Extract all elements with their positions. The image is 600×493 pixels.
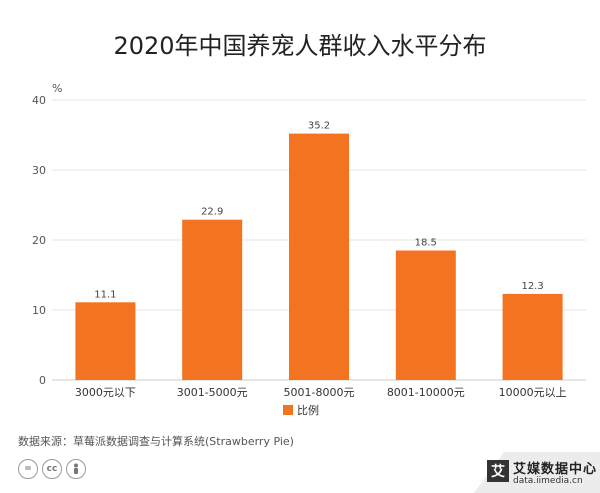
- x-tick-label: 3001-5000元: [177, 386, 248, 399]
- iimedia-logo: 艾 艾媒数据中心 data.iimedia.cn: [434, 452, 600, 493]
- data-label: 35.2: [308, 121, 330, 132]
- y-tick-label: 30: [32, 164, 46, 177]
- data-label: 11.1: [94, 289, 116, 300]
- x-axis-ticks: 3000元以下 3001-5000元 5001-8000元 8001-10000元 10…: [75, 386, 567, 399]
- x-tick-label: 8001-10000元: [387, 386, 465, 399]
- bar: [395, 250, 456, 380]
- x-tick-label: 10000元以上: [499, 386, 567, 399]
- y-unit-label: %: [52, 82, 62, 95]
- y-tick-label: 40: [32, 94, 46, 107]
- license-icons: = cc: [18, 459, 86, 479]
- data-labels: 11.1 22.9 35.2 18.5 12.3: [94, 121, 543, 301]
- chart-title: 2020年中国养宠人群收入水平分布: [113, 32, 487, 60]
- y-tick-label: 20: [32, 234, 46, 247]
- bar-chart: 0 10 20 30 40 % 11.1 22.9 35.2 18.5 12.3 3000元以下…: [32, 82, 586, 417]
- x-tick-label: 3000元以下: [75, 386, 136, 399]
- y-tick-label: 0: [39, 374, 46, 387]
- legend: 比例: [283, 403, 319, 417]
- logo-mark: 艾: [487, 460, 509, 482]
- person-icon: [66, 459, 86, 479]
- legend-swatch: [283, 405, 293, 415]
- data-label: 18.5: [415, 238, 437, 249]
- equals-icon: =: [18, 459, 38, 479]
- y-axis-ticks: 0 10 20 30 40: [32, 94, 46, 387]
- bars: [75, 133, 563, 380]
- cc-icon: cc: [42, 459, 62, 479]
- data-label: 22.9: [201, 207, 223, 218]
- bar: [289, 133, 349, 380]
- bar: [182, 219, 243, 380]
- x-tick-label: 5001-8000元: [284, 386, 355, 399]
- y-tick-label: 10: [32, 304, 46, 317]
- source-note: 数据来源：草莓派数据调查与计算系统(Strawberry Pie): [18, 435, 294, 448]
- logo-name: 艾媒数据中心: [513, 462, 598, 477]
- bar: [502, 293, 563, 380]
- data-label: 12.3: [521, 281, 543, 292]
- logo-url: data.iimedia.cn: [513, 476, 583, 486]
- legend-label: 比例: [297, 403, 319, 417]
- bar: [75, 302, 136, 380]
